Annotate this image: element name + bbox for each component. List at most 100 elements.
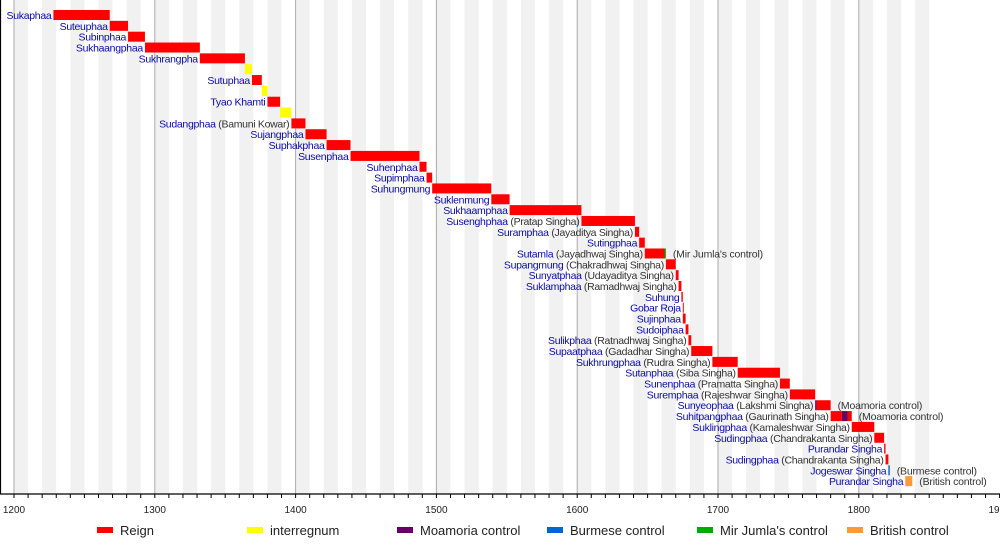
timeline-row: Suhenphaa xyxy=(366,161,427,174)
moamoria-bar xyxy=(841,411,848,422)
timeline-row: Sudoiphaa xyxy=(636,324,689,336)
ruler-alias: Ramadhwaj Singha xyxy=(587,281,674,293)
ruler-label: Susenphaa xyxy=(298,151,349,163)
reign-bar xyxy=(581,215,635,226)
reign-bar xyxy=(779,378,790,389)
ruler-label: Purandar Singha xyxy=(829,476,904,488)
decade-stripe xyxy=(267,0,282,494)
alias-open: ( xyxy=(216,118,223,130)
decade-stripe xyxy=(351,0,366,494)
tick-label: 1600 xyxy=(566,505,589,516)
timeline-row: Purandar Singha xyxy=(808,443,886,456)
ruler-name: Suklamphaa xyxy=(526,281,582,293)
ruler-label: Suremphaa (Rajeshwar Singha) xyxy=(647,389,788,401)
timeline-row: Sukhaamphaa xyxy=(443,205,582,217)
decade-stripe xyxy=(408,0,423,494)
timeline-row: Suklingphaa (Kamaleshwar Singha) xyxy=(692,421,875,434)
decade-stripe xyxy=(886,0,902,494)
alias-close: ) xyxy=(707,357,710,369)
ruler-label: Susenghphaa (Pratap Singha) xyxy=(446,216,579,228)
ruler-name: Subinphaa xyxy=(79,32,127,44)
legend-item: British control xyxy=(847,523,949,538)
alias-open: ( xyxy=(549,227,556,239)
alias-open: ( xyxy=(698,389,705,401)
timeline-row: Susenghphaa (Pratap Singha) xyxy=(446,215,635,228)
ruler-label: Suteuphaa xyxy=(60,21,109,33)
control-note: (British control) xyxy=(919,476,986,488)
alias-close: ) xyxy=(640,248,643,260)
alias-close: ) xyxy=(847,422,850,434)
x-axis: 1200 1300 1400 1500 1600 1700 1800 1900 xyxy=(0,0,1000,516)
decade-stripe xyxy=(14,0,29,494)
alias-open: ( xyxy=(581,281,588,293)
legend-swatch xyxy=(247,527,263,533)
reign-bar xyxy=(251,75,262,86)
ruler-label: Suphakphaa xyxy=(269,140,325,152)
alias-open: ( xyxy=(747,422,754,434)
ruler-label: Supangmung (Chakradhwaj Singha) xyxy=(504,259,664,271)
timeline-row: Suklamphaa (Ramadhwaj Singha) xyxy=(526,281,682,293)
reign-bar xyxy=(109,20,129,31)
timeline-row: Suteuphaa xyxy=(60,20,129,33)
legend-swatch xyxy=(397,527,413,533)
ruler-name: Sutamla xyxy=(517,248,554,260)
alias-close: ) xyxy=(775,379,778,391)
reign-bar xyxy=(426,172,433,183)
decade-stripe xyxy=(577,0,592,494)
ruler-alias: Jayadhwaj Singha xyxy=(559,248,640,260)
ruler-name: Sudoiphaa xyxy=(636,324,684,336)
decade-stripe xyxy=(154,0,169,494)
alias-close: ) xyxy=(880,454,883,466)
control-note: (Moamoria control) xyxy=(838,400,923,412)
reign-bar xyxy=(509,205,582,216)
tick-label: 1300 xyxy=(144,505,167,516)
ruler-label: Sudangphaa (Bamuni Kowar) xyxy=(159,118,289,130)
timeline-row: Sunyatphaa (Udayaditya Singha) xyxy=(529,270,679,282)
ruler-alias: Ratnadhwaj Singha xyxy=(597,335,683,347)
ruler-name: Suhenphaa xyxy=(366,162,417,174)
decade-stripes xyxy=(14,0,930,494)
ruler-name: Sukhrungphaa xyxy=(576,357,641,369)
timeline-row xyxy=(280,107,292,118)
ruler-alias: Gaurinath Singha xyxy=(748,411,825,423)
timeline-row xyxy=(261,85,268,96)
timeline-row: Sudingphaa (Chandrakanta Singha) xyxy=(714,432,885,445)
tick-label: 1500 xyxy=(425,505,448,516)
ruler-alias: Lakshmi Singha xyxy=(739,400,810,412)
ruler-name: Sutanphaa xyxy=(625,368,674,380)
ruler-label: Sulikphaa (Ratnadhwaj Singha) xyxy=(548,335,686,347)
ruler-label: Suramphaa (Jayaditya Singha) xyxy=(497,227,633,239)
reign-bar xyxy=(432,183,492,194)
legend: Reign interregnum Moamoria control Burmese … xyxy=(97,523,949,538)
ruler-label: Sudingphaa (Chandrakanta Singha) xyxy=(726,454,884,466)
alias-close: ) xyxy=(810,400,813,412)
decade-stripe xyxy=(436,0,451,494)
decade-stripe xyxy=(492,0,507,494)
timeline-row: Suramphaa (Jayaditya Singha) xyxy=(497,226,640,239)
ruler-name: Suhitpangphaa xyxy=(676,411,743,423)
alias-close: ) xyxy=(661,259,664,271)
ruler-name: Sunenphaa xyxy=(644,379,695,391)
ruler-name: Jogeswar Singha xyxy=(810,465,887,477)
ruler-name: Susenphaa xyxy=(298,151,349,163)
ruler-label: Sutingphaa xyxy=(587,238,638,250)
mirjumla-bar xyxy=(664,248,666,259)
reign-bar xyxy=(682,302,684,313)
timeline-row: Sujinphaa xyxy=(637,313,686,326)
legend-label: Mir Jumla's control xyxy=(720,523,828,538)
reign-bar xyxy=(685,324,689,335)
decade-stripe xyxy=(718,0,733,494)
ruler-label: Suhitpangphaa (Gaurinath Singha) xyxy=(676,411,829,423)
legend-swatch xyxy=(697,527,713,533)
ruler-alias: Pramatta Singha xyxy=(701,379,775,391)
alias-close: ) xyxy=(673,281,676,293)
ruler-label: Sudoiphaa xyxy=(636,324,684,336)
ruler-name: Purandar Singha xyxy=(829,476,904,488)
ruler-label: Sunyeophaa (Lakshmi Singha) xyxy=(678,400,814,412)
reign-bar xyxy=(350,150,420,161)
decade-stripe xyxy=(802,0,817,494)
timeline-row: Sukhaangphaa xyxy=(76,42,200,55)
ruler-label: Sunyatphaa (Udayaditya Singha) xyxy=(529,270,674,282)
ruler-name: Sutuphaa xyxy=(207,75,250,87)
alias-close: ) xyxy=(286,118,289,130)
